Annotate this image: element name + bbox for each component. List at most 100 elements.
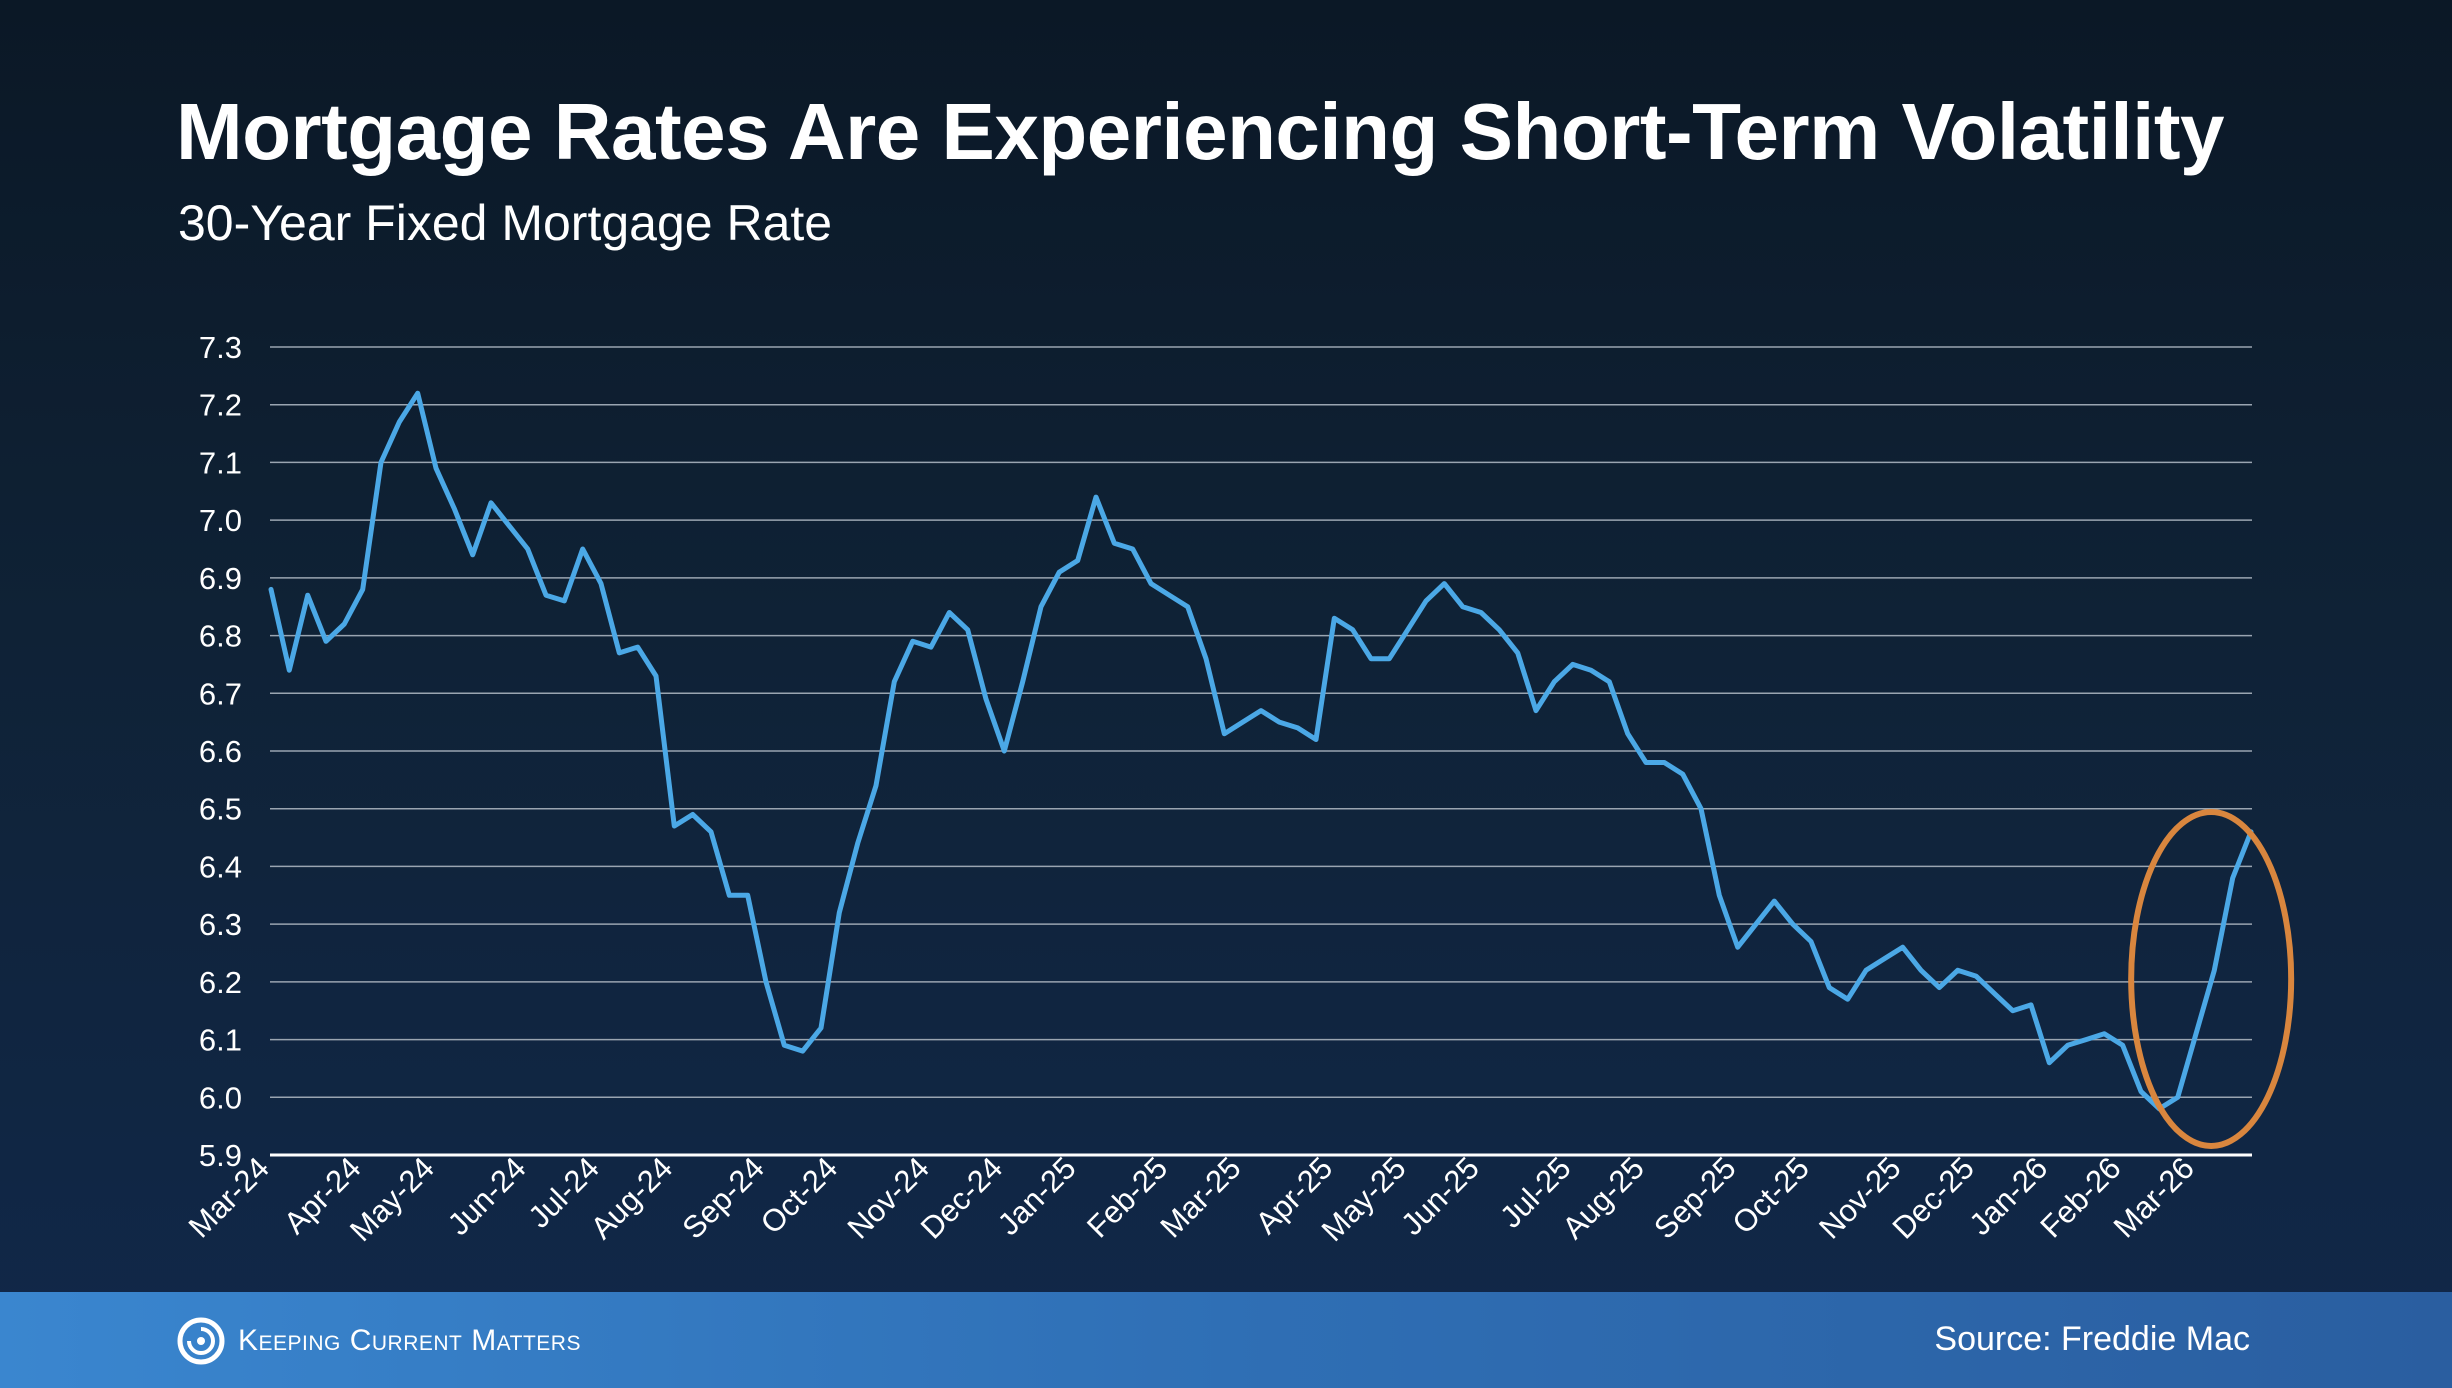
data-point	[2230, 875, 2236, 881]
data-point	[1716, 892, 1722, 898]
brand-name: Keeping Current Matters	[238, 1324, 581, 1357]
x-tick-label: Sep-24	[676, 1150, 771, 1245]
data-point	[543, 592, 549, 598]
x-tick-label: Jun-25	[1394, 1150, 1486, 1242]
x-tick-label: Jun-24	[441, 1150, 533, 1242]
highlight-ellipse	[2128, 808, 2295, 1149]
data-point	[1625, 731, 1631, 737]
x-tick-label: Nov-24	[841, 1150, 936, 1245]
data-point	[1001, 748, 1007, 754]
data-point	[451, 506, 457, 512]
data-point	[1753, 921, 1759, 927]
data-point	[2028, 1002, 2034, 1008]
y-tick-label: 6.4	[199, 849, 242, 884]
data-point	[1295, 725, 1301, 731]
data-point	[1056, 569, 1062, 575]
data-point	[488, 500, 494, 506]
data-point	[415, 390, 421, 396]
data-point	[800, 1048, 806, 1054]
data-point	[1020, 679, 1026, 685]
data-point	[1276, 719, 1282, 725]
data-point	[653, 673, 659, 679]
data-point	[818, 1025, 824, 1031]
brand-logo[interactable]: Keeping Current Matters	[176, 1316, 581, 1366]
data-point	[635, 644, 641, 650]
data-point	[1643, 760, 1649, 766]
data-point	[1405, 627, 1411, 633]
data-point	[1808, 938, 1814, 944]
y-tick-label: 7.2	[199, 388, 242, 423]
x-tick-label: Nov-25	[1812, 1150, 1907, 1245]
y-tick-label: 7.3	[199, 330, 242, 365]
data-point	[1368, 656, 1374, 662]
data-point	[1423, 598, 1429, 604]
data-point	[1698, 806, 1704, 812]
x-tick-label: Feb-26	[2033, 1150, 2127, 1244]
y-tick-label: 7.1	[199, 445, 242, 480]
data-point	[323, 638, 329, 644]
data-point	[726, 892, 732, 898]
y-tick-label: 6.6	[199, 734, 242, 769]
data-point	[286, 667, 292, 673]
data-point	[2083, 1037, 2089, 1043]
data-point	[1826, 985, 1832, 991]
y-tick-label: 6.5	[199, 792, 242, 827]
data-point	[1460, 604, 1466, 610]
data-point	[1918, 967, 1924, 973]
data-point	[1680, 771, 1686, 777]
line-chart: 7.3 7.2 7.1 7.0 6.9 6.8 6.7 6.6 6.5 6.4 6.3 6.2 6.1 6…	[182, 330, 2295, 1248]
data-point	[836, 910, 842, 916]
data-point	[616, 650, 622, 656]
y-tick-label: 5.9	[199, 1138, 242, 1173]
data-point	[1533, 708, 1539, 714]
data-point	[1496, 627, 1502, 633]
data-point	[2120, 1042, 2126, 1048]
data-point	[2138, 1089, 2144, 1095]
data-point	[1478, 609, 1484, 615]
data-point	[2010, 1008, 2016, 1014]
y-tick-label: 6.7	[199, 676, 242, 711]
data-point	[378, 459, 384, 465]
data-point	[1661, 760, 1667, 766]
data-point	[690, 811, 696, 817]
series-line-30yr-fixed	[268, 390, 2254, 1112]
data-point	[341, 621, 347, 627]
x-tick-label: Aug-25	[1556, 1150, 1651, 1245]
data-point	[506, 523, 512, 529]
data-point	[928, 644, 934, 650]
data-point	[580, 546, 586, 552]
data-point	[2211, 967, 2217, 973]
x-tick-label: Oct-25	[1725, 1150, 1816, 1241]
data-point	[1991, 990, 1997, 996]
data-point	[671, 823, 677, 829]
source-credit: Source: Freddie Mac	[1934, 1320, 2250, 1358]
data-point	[1203, 656, 1209, 662]
y-tick-label: 6.1	[199, 1023, 242, 1058]
y-tick-label: 7.0	[199, 503, 242, 538]
data-point	[1790, 921, 1796, 927]
y-tick-label: 6.2	[199, 965, 242, 1000]
x-tick-label: Mar-26	[2107, 1150, 2201, 1244]
data-point	[1900, 944, 1906, 950]
data-point	[433, 465, 439, 471]
data-point	[1258, 708, 1264, 714]
data-point	[2046, 1060, 2052, 1066]
data-point	[1515, 650, 1521, 656]
data-point	[910, 638, 916, 644]
data-point	[1350, 627, 1356, 633]
data-point	[1166, 592, 1172, 598]
x-tick-label: Dec-24	[914, 1150, 1009, 1245]
data-point	[1386, 656, 1392, 662]
data-point	[2175, 1094, 2181, 1100]
page-subtitle: 30-Year Fixed Mortgage Rate	[178, 195, 833, 251]
data-point	[946, 609, 952, 615]
swirl-logo-icon	[177, 1317, 225, 1365]
y-tick-label: 6.3	[199, 907, 242, 942]
data-point	[1735, 944, 1741, 950]
data-point	[873, 783, 879, 789]
data-point	[360, 586, 366, 592]
x-tick-label: Jan-26	[1963, 1150, 2055, 1242]
data-point	[745, 892, 751, 898]
data-point	[268, 586, 274, 592]
